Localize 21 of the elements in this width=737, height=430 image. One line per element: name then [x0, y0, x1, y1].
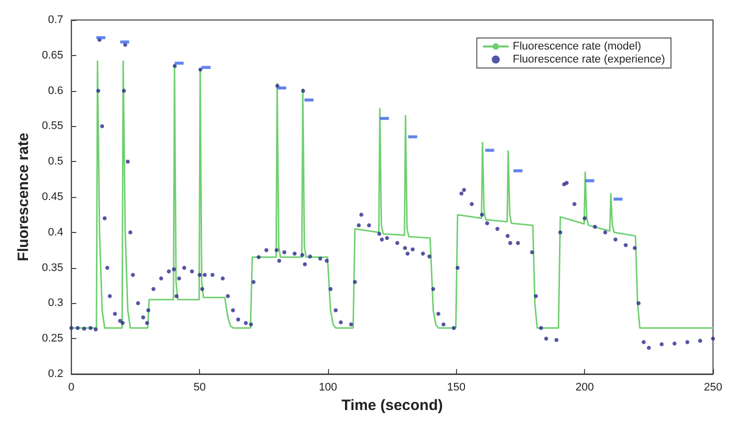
x-tick-label: 50: [194, 382, 206, 394]
y-tick-label: 0.7: [48, 14, 64, 26]
y-tick-label: 0.45: [42, 191, 64, 203]
y-axis-title: Fluorescence rate: [15, 132, 32, 262]
x-tick-label: 250: [704, 382, 722, 394]
x-tick-label: 0: [68, 382, 74, 394]
x-tick-label: 100: [318, 382, 338, 394]
y-tick-label: 0.25: [42, 332, 64, 345]
y-tick-label: 0.3: [48, 297, 64, 310]
y-tick-label: 0.6: [48, 84, 64, 97]
y-tick-label: 0.5: [48, 156, 64, 168]
y-tick-label: 0.2: [48, 368, 64, 380]
y-tick-label: 0.55: [42, 120, 64, 132]
y-tick-label: 0.4: [48, 226, 64, 238]
y-tick-label: 0.65: [42, 49, 64, 62]
x-axis-title: Time (second): [341, 397, 443, 414]
y-tick-label: 0.35: [42, 262, 64, 274]
x-tick-label: 200: [575, 382, 594, 394]
legend-label: Fluorescence rate (experience): [512, 54, 666, 66]
x-tick-label: 150: [447, 382, 466, 394]
legend-label: Fluorescence rate (model): [512, 40, 642, 52]
